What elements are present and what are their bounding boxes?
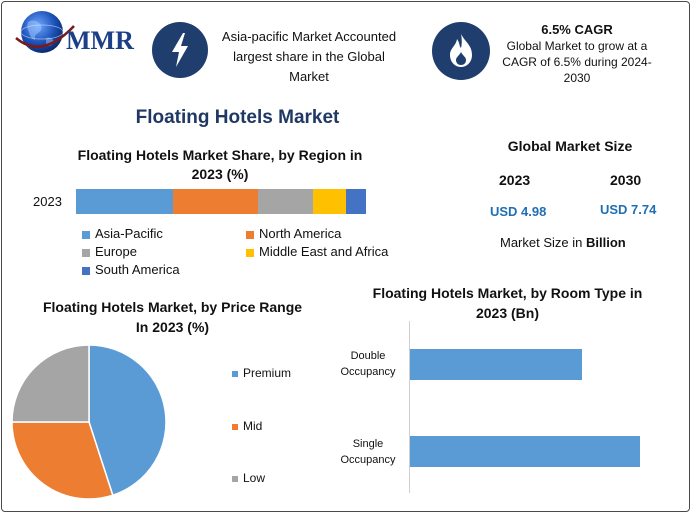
legend-north-america: North America	[246, 226, 341, 241]
legend-label: Middle East and Africa	[259, 244, 389, 259]
cagr-title: 6.5% CAGR	[541, 22, 613, 37]
market-size-value-2023: USD 4.98	[490, 204, 547, 219]
legend-label: Europe	[95, 244, 137, 259]
legend-europe: Europe	[82, 244, 137, 259]
market-size-note: Market Size in Billion	[500, 235, 626, 250]
pie-slice-low	[11, 344, 90, 423]
market-size-value-2030: USD 7.74	[600, 202, 657, 217]
legend-swatch	[82, 248, 90, 257]
room-bar-single	[410, 436, 641, 467]
room-label-single: Single Occupancy	[340, 438, 396, 466]
pie-legend-premium: Premium	[232, 366, 291, 380]
header-info-1: Asia-pacific Market Accounted largest sh…	[221, 29, 397, 84]
market-size-note-unit: Billion	[586, 235, 626, 250]
market-size-year-2030: 2030	[610, 172, 642, 188]
legend-label: Mid	[243, 419, 263, 433]
pie-legend-mid: Mid	[232, 419, 262, 433]
region-bar-segment-europe	[257, 189, 314, 214]
price-pie-chart	[11, 344, 167, 500]
room-chart-axis	[409, 321, 410, 493]
legend-swatch	[246, 230, 254, 239]
lightning-bolt-icon	[152, 22, 208, 78]
legend-label: Premium	[243, 366, 292, 380]
region-stacked-bar	[76, 189, 369, 214]
room-label-double: Double Occupancy	[340, 350, 396, 378]
region-chart-category: 2023	[33, 194, 62, 209]
legend-label: Asia-Pacific	[95, 226, 163, 241]
flame-icon	[432, 22, 490, 80]
market-size-note-prefix: Market Size in	[500, 235, 583, 250]
legend-label: North America	[259, 226, 342, 241]
room-chart-title: Floating Hotels Market, by Room Type in …	[372, 285, 643, 321]
legend-swatch	[82, 266, 90, 275]
market-size-title: Global Market Size	[507, 138, 633, 154]
globe-icon	[15, 11, 75, 53]
region-bar-segment-north-america	[172, 189, 258, 214]
legend-swatch	[232, 475, 238, 482]
legend-middle-east-africa: Middle East and Africa	[246, 244, 388, 259]
page-title: Floating Hotels Market	[135, 107, 340, 128]
legend-south-america: South America	[82, 262, 180, 277]
legend-label: Low	[243, 471, 266, 485]
legend-swatch	[82, 230, 90, 239]
cagr-text: Global Market to grow at a CAGR of 6.5% …	[502, 39, 652, 85]
region-bar-segment-south-america	[345, 189, 367, 214]
market-size-year-2023: 2023	[499, 172, 531, 188]
region-bar-segment-asia-pacific	[76, 189, 173, 214]
legend-swatch	[232, 423, 238, 430]
pie-slice-premium	[88, 344, 167, 497]
pie-legend-low: Low	[232, 471, 265, 485]
legend-asia-pacific: Asia-Pacific	[82, 226, 163, 241]
legend-swatch	[232, 370, 238, 377]
logo: MMR	[10, 8, 140, 58]
price-chart-title: Floating Hotels Market, by Price Range I…	[42, 299, 303, 335]
room-bar-double	[410, 349, 582, 380]
region-chart-title: Floating Hotels Market Share, by Region …	[77, 147, 363, 182]
pie-slice-mid	[11, 421, 114, 500]
legend-swatch	[246, 248, 254, 257]
logo-text: MMR	[66, 26, 134, 55]
legend-label: South America	[95, 262, 180, 277]
region-bar-segment-middle-east-and-africa	[313, 189, 346, 214]
